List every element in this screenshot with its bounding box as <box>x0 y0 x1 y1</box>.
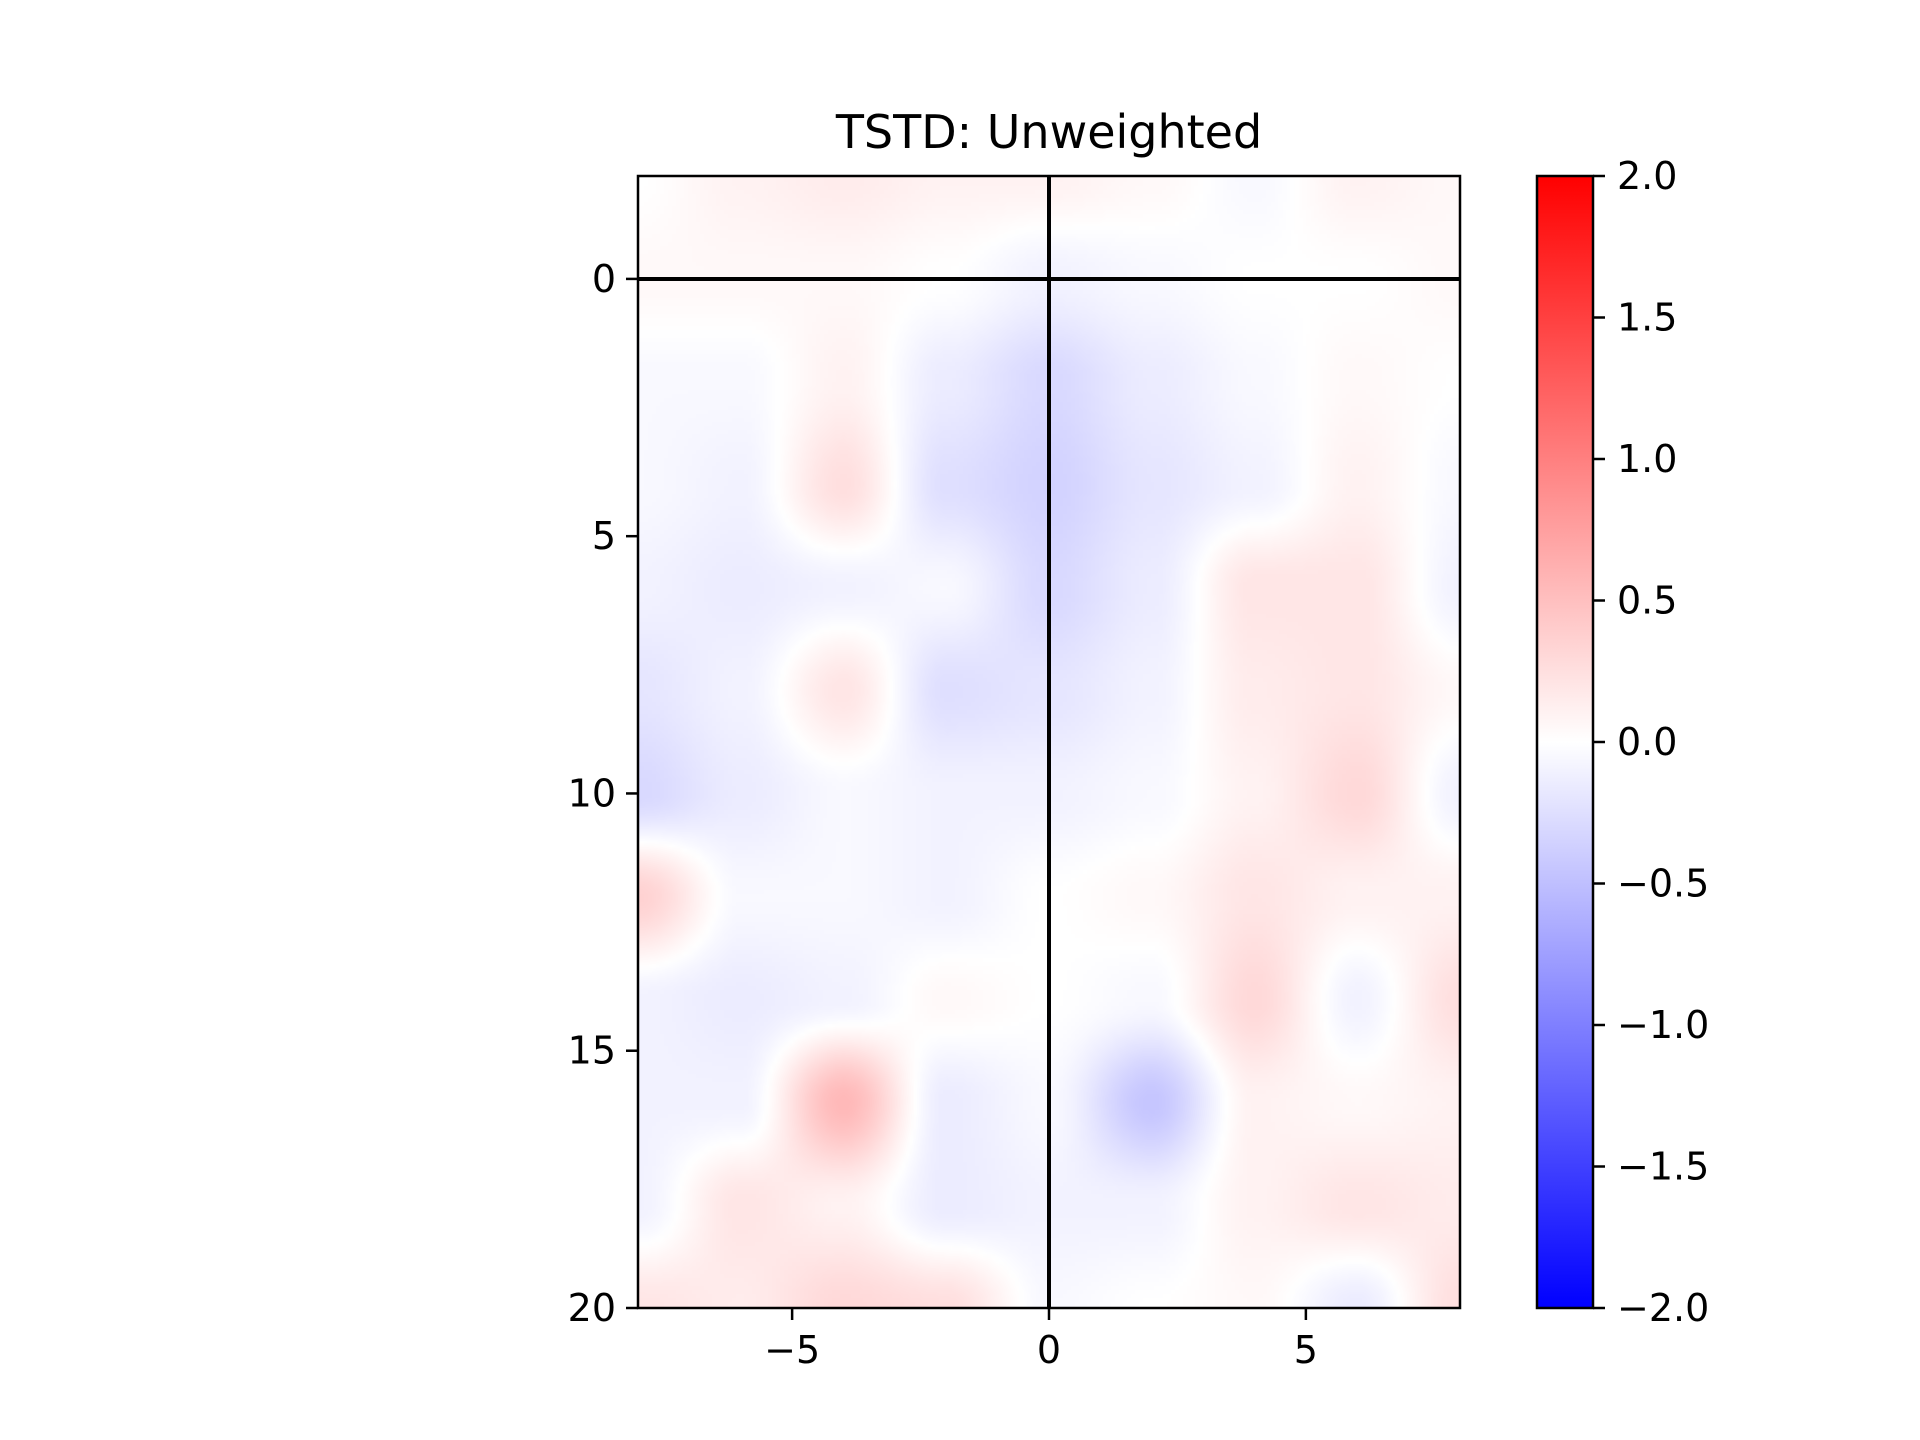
y-tick-label: 15 <box>568 1029 616 1073</box>
colorbar-tick-label: 1.5 <box>1617 296 1677 340</box>
x-axis: −5 0 5 <box>764 1308 1318 1372</box>
y-tick-label: 0 <box>592 257 616 301</box>
colorbar <box>1535 174 1595 1310</box>
colorbar-tick-label: 0.5 <box>1617 579 1677 623</box>
x-tick-label: −5 <box>764 1328 820 1372</box>
chart-title: TSTD: Unweighted <box>835 105 1262 159</box>
x-tick-label: 0 <box>1037 1328 1061 1372</box>
y-axis: 0 5 10 15 20 <box>568 257 638 1330</box>
y-tick-label: 5 <box>592 514 616 558</box>
colorbar-axis: 2.0 1.5 1.0 0.5 0.0 −0.5 −1.0 −1.5 −2.0 <box>1593 154 1709 1330</box>
colorbar-tick-label: 0.0 <box>1617 720 1677 764</box>
colorbar-tick-label: −1.5 <box>1617 1145 1709 1189</box>
colorbar-tick-label: 1.0 <box>1617 437 1677 481</box>
colorbar-tick-label: −2.0 <box>1617 1286 1709 1330</box>
y-tick-label: 10 <box>568 771 616 815</box>
x-tick-label: 5 <box>1294 1328 1318 1372</box>
colorbar-tick-label: −1.0 <box>1617 1003 1709 1047</box>
y-tick-label: 20 <box>568 1286 616 1330</box>
colorbar-tick-label: 2.0 <box>1617 154 1677 198</box>
colorbar-tick-label: −0.5 <box>1617 862 1709 906</box>
